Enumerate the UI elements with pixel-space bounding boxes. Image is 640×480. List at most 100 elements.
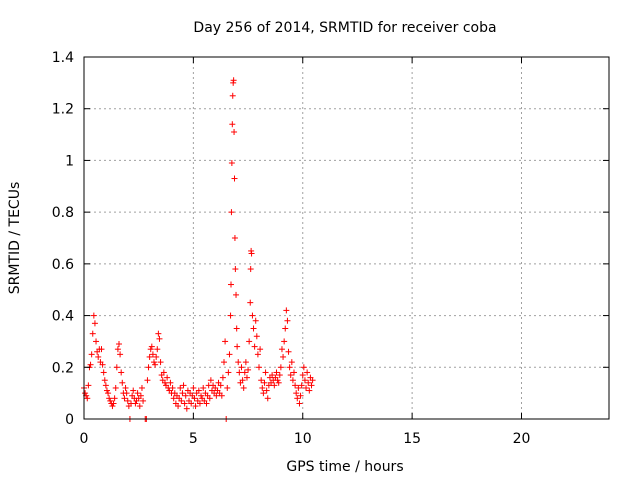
data-point (235, 359, 242, 366)
data-point (111, 395, 118, 402)
data-point (281, 338, 288, 345)
data-point (144, 377, 151, 384)
data-point (99, 361, 106, 368)
data-point (225, 369, 232, 376)
data-point (170, 395, 177, 402)
data-point (228, 160, 235, 167)
data-point (239, 377, 246, 384)
data-point (251, 343, 258, 350)
data-point (285, 348, 292, 355)
data-point (258, 377, 265, 384)
data-point (155, 330, 162, 337)
data-point (138, 384, 145, 391)
data-point (294, 395, 301, 402)
data-point (132, 400, 139, 407)
data-point (106, 395, 113, 402)
data-point (114, 346, 121, 353)
data-point (229, 92, 236, 99)
data-point (292, 382, 299, 389)
data-point (247, 299, 254, 306)
data-point (122, 384, 129, 391)
data-point (154, 346, 161, 353)
data-point (247, 266, 254, 273)
data-point (280, 353, 287, 360)
data-point (288, 359, 295, 366)
data-point (287, 372, 294, 379)
data-point (262, 369, 269, 376)
data-point (296, 400, 303, 407)
y-tick-label: 0.8 (52, 205, 74, 221)
data-point (275, 379, 282, 386)
data-point (300, 364, 307, 371)
data-point (276, 372, 283, 379)
data-point (228, 281, 234, 288)
data-point (98, 346, 105, 353)
y-tick-label: 0 (65, 412, 74, 428)
x-tick-label: 10 (294, 431, 312, 447)
data-point (252, 317, 259, 324)
data-point (301, 377, 308, 384)
data-point (151, 359, 157, 366)
data-point (261, 379, 268, 386)
x-tick-label: 20 (513, 431, 531, 447)
data-point (306, 387, 313, 394)
data-point (177, 384, 184, 391)
data-point (100, 369, 107, 376)
data-point (91, 320, 98, 327)
data-point (90, 312, 97, 319)
data-point (246, 338, 253, 345)
data-point (113, 364, 120, 371)
grid (84, 57, 609, 419)
data-point (274, 377, 281, 384)
data-point (286, 364, 293, 371)
data-point (136, 403, 143, 410)
data-point (259, 384, 266, 391)
data-point (124, 397, 131, 404)
data-point (146, 353, 153, 360)
data-point (195, 387, 202, 394)
data-point (240, 384, 247, 391)
data-point (105, 390, 112, 397)
data-point (110, 400, 117, 407)
data-point (140, 397, 147, 404)
data-point (250, 325, 257, 332)
y-tick-label: 0.4 (52, 309, 74, 325)
data-point (198, 392, 205, 399)
data-point (283, 307, 290, 314)
data-point (248, 250, 255, 257)
data-point (264, 395, 271, 402)
y-tick-label: 1 (65, 153, 74, 169)
data-point (180, 382, 187, 389)
data-point (304, 369, 311, 376)
plot-frame (83, 56, 610, 420)
data-point (123, 390, 130, 397)
data-point (273, 369, 280, 376)
data-point (109, 403, 116, 410)
data-point (254, 351, 261, 358)
data-point (88, 351, 95, 358)
data-point (157, 359, 164, 366)
data-point (271, 382, 278, 389)
data-point (134, 390, 141, 397)
data-point (299, 372, 306, 379)
data-point (147, 346, 154, 353)
data-point (206, 395, 213, 402)
data-point (233, 291, 240, 298)
data-point (191, 395, 198, 402)
data-point (224, 384, 231, 391)
data-point (226, 351, 233, 358)
data-point (175, 403, 182, 410)
data-point (245, 366, 252, 373)
data-point (178, 397, 185, 404)
data-point (249, 312, 256, 319)
data-point (309, 377, 316, 384)
data-point (112, 384, 119, 391)
data-point (236, 369, 243, 376)
data-point (200, 384, 207, 391)
data-point (121, 395, 128, 402)
data-point (137, 392, 144, 399)
data-point (282, 325, 289, 332)
data-point (82, 390, 89, 397)
data-point (263, 387, 270, 394)
